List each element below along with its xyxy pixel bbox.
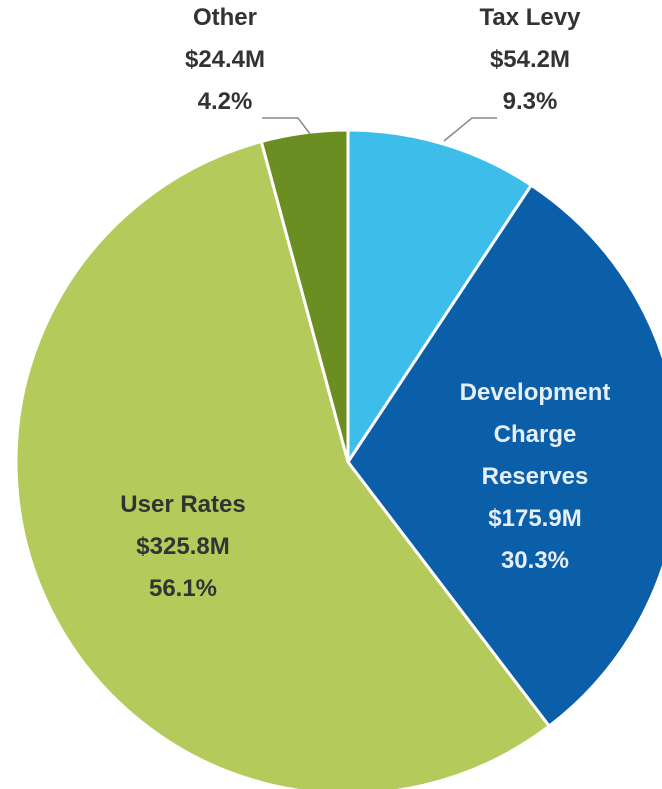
pie-slice <box>259 128 350 463</box>
slice-amount: $175.9M <box>488 505 582 532</box>
slice-name: Development Charge Reserves <box>459 379 611 490</box>
slice-amount: $325.8M <box>136 533 230 560</box>
slice-amount: $24.4M <box>184 46 266 73</box>
slice-name: Tax Levy <box>479 4 581 31</box>
slice-percent: 56.1% <box>148 575 218 602</box>
slice-amount: $54.2M <box>489 46 571 73</box>
pie-slice <box>14 139 552 789</box>
slice-label: Tax Levy $54.2M 9.3% <box>480 0 581 123</box>
leader-line <box>443 117 497 142</box>
pie-slice <box>346 128 534 467</box>
pie-slice <box>346 183 662 729</box>
slice-label: User Rates $325.8M 56.1% <box>120 484 245 610</box>
slice-percent: 9.3% <box>502 88 558 115</box>
slice-percent: 4.2% <box>197 88 253 115</box>
slice-name: Other <box>192 4 257 31</box>
slice-name: User Rates <box>120 491 246 518</box>
slice-percent: 30.3% <box>500 547 570 574</box>
slice-label: Other $24.4M 4.2% <box>185 0 265 123</box>
leader-line <box>262 117 311 135</box>
slice-label: Development Charge Reserves $175.9M 30.3% <box>460 372 611 582</box>
